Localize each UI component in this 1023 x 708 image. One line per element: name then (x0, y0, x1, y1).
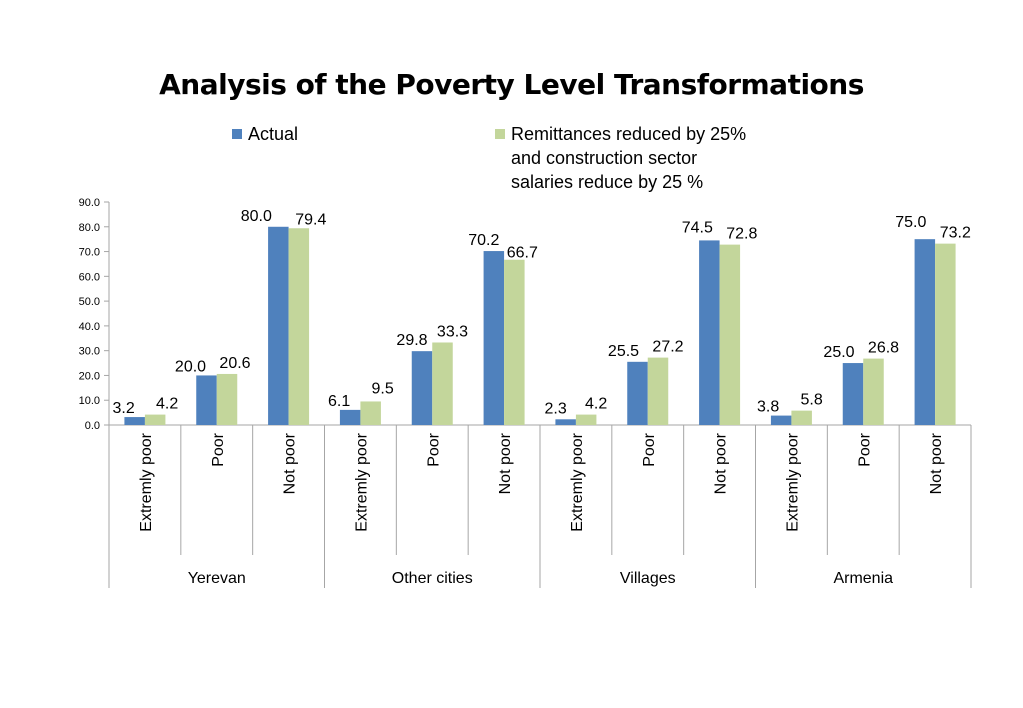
data-label-reduced: 33.3 (437, 323, 468, 340)
data-label-actual: 2.3 (545, 400, 567, 417)
category-label: Poor (641, 432, 658, 466)
bar-actual (339, 409, 361, 425)
y-tick-label: 10.0 (79, 395, 100, 407)
data-label-reduced: 73.2 (940, 225, 971, 242)
bar-reduced (719, 244, 741, 425)
legend-label-actual: Actual (248, 124, 299, 144)
data-label-actual: 75.0 (895, 214, 926, 231)
data-label-actual: 6.1 (328, 393, 350, 410)
bar-actual (842, 363, 864, 425)
data-label-reduced: 26.8 (868, 340, 899, 357)
legend-swatch-reduced (495, 129, 505, 139)
category-label: Not poor (497, 432, 514, 494)
category-label: Not poor (713, 432, 730, 494)
data-label-reduced: 4.2 (156, 396, 178, 413)
y-tick-label: 60.0 (79, 271, 100, 283)
legend-label-reduced-line-1: Remittances reduced by 25% (511, 124, 747, 144)
y-tick-label: 40.0 (79, 321, 100, 333)
legend-item-actual: Actual (232, 122, 299, 146)
data-label-actual: 25.5 (608, 343, 639, 360)
legend-swatch-actual (232, 129, 242, 139)
bar-actual (268, 226, 289, 425)
data-label-actual: 3.2 (113, 400, 135, 417)
bar-actual (914, 239, 936, 425)
category-label: Not poor (282, 432, 299, 494)
data-label-actual: 80.0 (241, 208, 272, 225)
data-label-actual: 74.5 (682, 219, 713, 236)
category-label: Extremly poor (353, 432, 370, 531)
data-label-reduced: 9.5 (372, 380, 394, 397)
data-label-actual: 25.0 (823, 344, 854, 361)
data-label-actual: 70.2 (468, 232, 499, 249)
bar-actual (699, 240, 720, 425)
bar-reduced (791, 410, 812, 425)
group-label: Armenia (833, 570, 893, 587)
bar-reduced (216, 373, 238, 425)
data-label-reduced: 79.4 (295, 211, 326, 228)
data-label-reduced: 66.7 (507, 245, 538, 262)
group-label: Other cities (392, 570, 473, 587)
legend-label-reduced-line-3: salaries reduce by 25 % (511, 172, 704, 192)
group-label: Yerevan (188, 570, 246, 587)
bar-reduced (432, 342, 453, 425)
category-label: Poor (210, 432, 227, 466)
bar-reduced (863, 358, 884, 425)
y-tick-label: 50.0 (79, 296, 100, 308)
category-label: Not poor (928, 432, 945, 494)
y-tick-label: 20.0 (79, 370, 100, 382)
bar-reduced (575, 414, 597, 425)
bar-reduced (144, 414, 166, 425)
category-label: Extremly poor (784, 432, 801, 531)
bar-reduced (504, 259, 525, 425)
data-label-reduced: 72.8 (726, 226, 757, 243)
data-label-reduced: 5.8 (801, 392, 823, 409)
data-label-actual: 20.0 (175, 358, 206, 375)
bar-actual (483, 251, 505, 425)
legend-item-reduced: Remittances reduced by 25% and construct… (495, 122, 747, 194)
y-tick-label: 30.0 (79, 346, 100, 358)
bar-reduced (935, 243, 956, 425)
data-label-reduced: 20.6 (219, 355, 250, 372)
y-tick-label: 0.0 (85, 420, 100, 432)
bar-actual (555, 419, 576, 425)
legend-label-reduced-line-2: and construction sector (511, 148, 698, 168)
bar-reduced (288, 228, 310, 425)
group-label: Villages (620, 570, 676, 587)
category-label: Poor (425, 432, 442, 466)
data-label-actual: 3.8 (757, 399, 779, 416)
data-label-reduced: 27.2 (652, 339, 683, 356)
category-label: Extremly poor (138, 432, 155, 531)
bar-actual (627, 361, 648, 425)
category-label: Poor (856, 432, 873, 466)
y-tick-label: 80.0 (79, 222, 100, 234)
bar-reduced (360, 401, 381, 425)
bar-actual (124, 417, 145, 425)
bar-actual (770, 415, 792, 425)
y-tick-label: 90.0 (79, 197, 100, 209)
bar-actual (196, 375, 217, 425)
data-label-actual: 29.8 (396, 332, 427, 349)
y-tick-label: 70.0 (79, 247, 100, 259)
chart-title: Analysis of the Poverty Level Transforma… (159, 68, 864, 101)
data-label-reduced: 4.2 (585, 396, 607, 413)
category-label: Extremly poor (569, 432, 586, 531)
bar-reduced (647, 357, 669, 425)
bar-actual (411, 351, 433, 425)
